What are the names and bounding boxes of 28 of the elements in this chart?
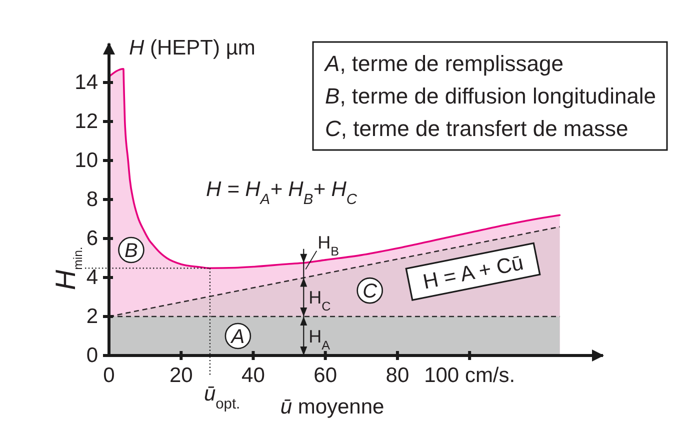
y-tick-label: 10: [74, 149, 98, 172]
ref-line-label: ū$_{opt.}$: [204, 382, 240, 412]
series-label: C: [362, 280, 378, 303]
y-axis-title: H (HEPT) µm: [129, 36, 256, 60]
y-tick-label: 8: [86, 188, 98, 212]
y-tick-label: 4: [86, 266, 98, 290]
y-tick-label: 12: [74, 110, 98, 134]
annotation: B, terme de diffusion longitudinale: [325, 84, 656, 108]
x-tick-label: 0: [103, 364, 115, 387]
y-tick-label: 14: [74, 71, 98, 94]
series-label: B: [124, 240, 138, 262]
x-tick-label: 40: [242, 364, 265, 387]
x-tick-label: 20: [169, 364, 193, 387]
y-tick-label: 0: [86, 344, 98, 368]
x-axis-title: ū moyenne: [280, 396, 384, 418]
x-tick-label: 80: [386, 364, 410, 387]
y-tick-label: 6: [86, 227, 98, 250]
x-tick-label: 100 cm/s.: [424, 364, 516, 387]
annotation: H = H$_{A}$+ H$_{B}$+ H$_{C}$: [206, 178, 358, 208]
y-tick-label: 2: [86, 305, 98, 328]
annotation: H$_{C}$: [308, 288, 331, 314]
x-tick-label: 60: [314, 364, 338, 387]
annotation: H$_{A}$: [308, 326, 331, 352]
annotation: A, terme de remplissage: [323, 51, 564, 76]
annotation: H = A + Cū: [421, 251, 526, 294]
series-label: A: [230, 326, 245, 348]
annotation: C, terme de transfert de masse: [325, 116, 628, 141]
annotation: H$_{B}$: [318, 232, 340, 258]
